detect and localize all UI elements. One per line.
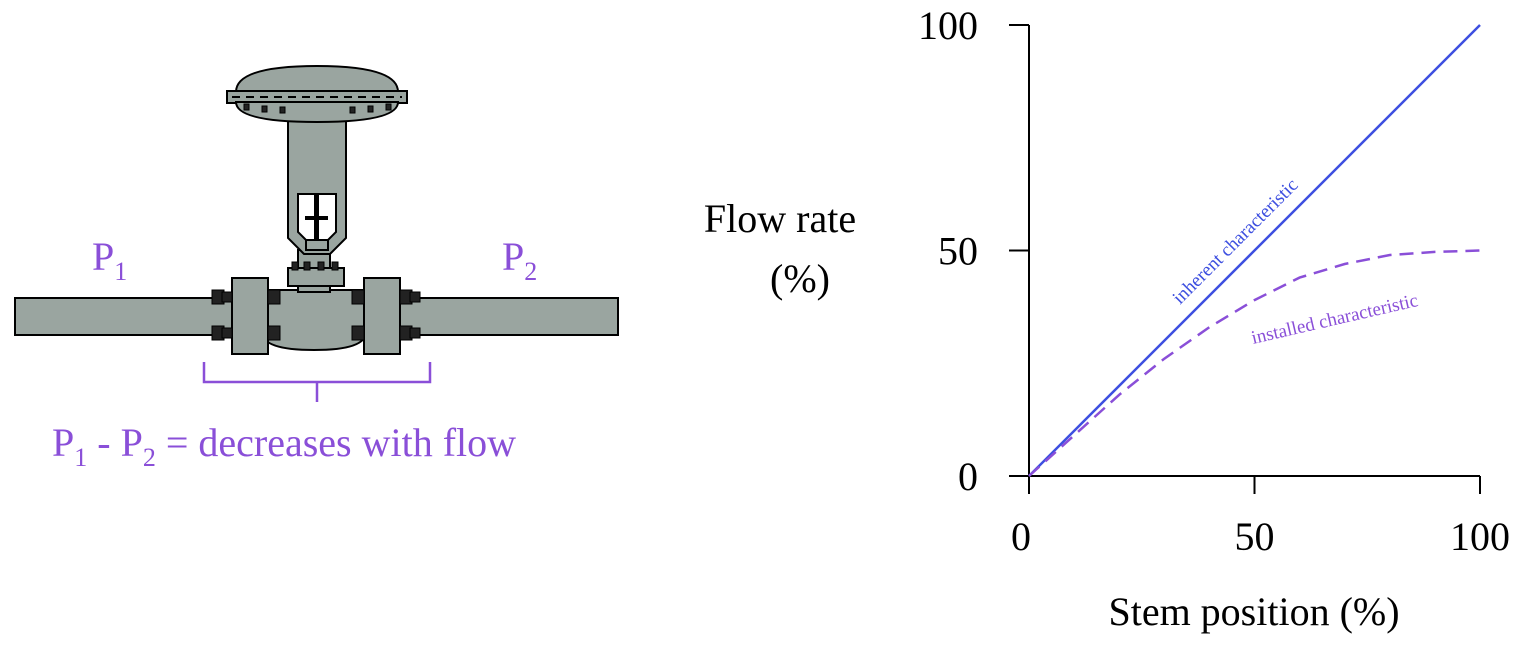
upstream-flange [231, 277, 269, 355]
p1-label: P1 [92, 234, 127, 286]
upstream-pipe [14, 297, 236, 336]
axis-ticks [1009, 24, 1481, 494]
y-axis-label-line1: Flow rate [704, 196, 856, 241]
x-tick-label-0: 0 [1011, 514, 1031, 559]
p2-label: P2 [502, 234, 537, 286]
y-tick-label-0: 0 [958, 454, 978, 499]
x-axis-label: Stem position (%) [1108, 589, 1399, 634]
x-tick-label-1: 50 [1235, 514, 1275, 559]
downstream-pipe [399, 297, 619, 336]
stem-indicator [305, 216, 328, 220]
series-line-inherent [1028, 24, 1481, 477]
downstream-flange [363, 277, 401, 355]
flange-bolts [211, 289, 421, 341]
control-valve-diagram: P1 P2 P1 - P2 = decreases with flow [14, 64, 619, 472]
bonnet-bolts [291, 261, 339, 271]
y-tick-label-1: 50 [938, 229, 978, 274]
flow-characteristic-chart: 0 50 100 0 50 100 Flow rate (%) Stem position… [704, 3, 1510, 634]
actuator-diaphragm-top [234, 64, 400, 93]
bonnet-flange [287, 267, 345, 287]
installed-characteristic-label: installed characteristic [1249, 290, 1420, 349]
inherent-characteristic-label: inherent characteristic [1169, 175, 1303, 309]
stem-connector [305, 239, 329, 251]
x-tick-label-2: 100 [1450, 514, 1510, 559]
axis-tick-labels: 0 50 100 0 50 100 [918, 3, 1510, 559]
series-line-installed [1028, 249, 1481, 477]
pressure-drop-bracket [202, 362, 432, 402]
y-axis-label-line2: (%) [770, 256, 830, 301]
chart-series [1028, 24, 1481, 477]
pressure-drop-equation: P1 - P2 = decreases with flow [52, 420, 516, 472]
actuator-bolts [243, 103, 392, 114]
y-tick-label-2: 100 [918, 3, 978, 48]
actuator-diaphragm-bottom [234, 101, 400, 124]
